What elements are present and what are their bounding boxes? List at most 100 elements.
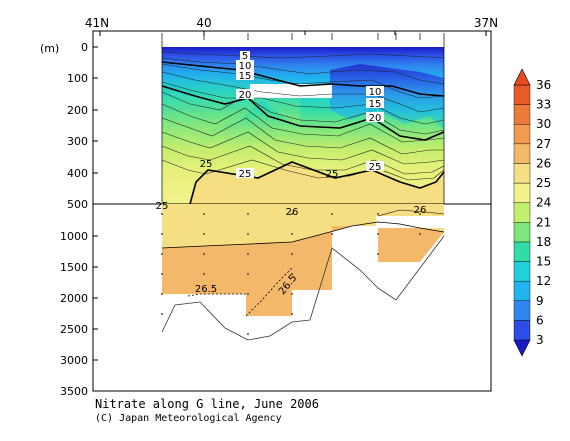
colorbar-level-label: 27	[536, 137, 551, 151]
svg-text:25: 25	[239, 169, 252, 180]
contour-label: 25	[326, 169, 339, 180]
colorbar-level-label: 36	[536, 78, 551, 92]
depth-upper-ticks: 0 100 200 300 400 500	[67, 41, 88, 211]
colorbar-max-triangle	[513, 68, 531, 86]
upper-field-north-bulge	[162, 60, 300, 150]
sample-dots	[161, 213, 421, 335]
station-markers	[161, 33, 445, 204]
no-data-mask-upper	[250, 84, 332, 98]
colorbar-segment	[513, 143, 531, 164]
depth-tick: 400	[67, 167, 88, 180]
upper-contours	[161, 51, 445, 181]
chart-credit: (C) Japan Meteorological Agency	[95, 413, 282, 424]
contour-label: 25	[366, 161, 384, 173]
svg-text:26: 26	[286, 207, 299, 218]
bottom-topography	[161, 235, 445, 341]
colorbar-level-label: 26	[536, 156, 551, 170]
colorbar-level-label: 6	[536, 313, 544, 327]
svg-text:25: 25	[326, 169, 339, 180]
depth-tick: 1000	[60, 230, 88, 243]
no-data-mask-lower	[376, 216, 444, 228]
contour-label: 26	[286, 207, 299, 218]
contour-label: 26.5	[195, 284, 217, 295]
latitude-label: 37N	[474, 16, 498, 30]
depth-tick: 3000	[60, 354, 88, 367]
colorbar-segment	[513, 261, 531, 282]
colorbar-segment	[513, 104, 531, 125]
contour-label: 26	[414, 205, 427, 216]
contour-label: 25	[236, 168, 254, 180]
contour-label: 25	[156, 201, 169, 212]
colorbar-segment	[513, 163, 531, 184]
svg-text:25: 25	[369, 162, 382, 173]
depth-tick: 100	[67, 72, 88, 85]
svg-text:5: 5	[242, 51, 248, 62]
svg-text:20: 20	[239, 90, 252, 101]
depth-tick: 2500	[60, 323, 88, 336]
colorbar-segment	[513, 320, 531, 341]
contour-label: 20	[236, 89, 254, 101]
colorbar-segment	[513, 182, 531, 203]
colorbar-level-label: 12	[536, 274, 551, 288]
upper-field-25-zone	[162, 162, 444, 204]
colorbar-segment	[513, 241, 531, 262]
colorbar-segments	[513, 68, 531, 357]
contour-label: 15	[366, 98, 384, 110]
upper-thick-contours	[161, 61, 445, 205]
chart-title: Nitrate along G line, June 2006	[95, 397, 319, 411]
svg-text:25: 25	[156, 201, 169, 212]
colorbar-segment	[513, 300, 531, 321]
colorbar-segment	[513, 124, 531, 145]
colorbar-segment	[513, 202, 531, 223]
contour-labels: 5 10 15 20 10 15	[156, 51, 427, 297]
svg-text:15: 15	[369, 99, 382, 110]
colorbar-segment	[513, 222, 531, 243]
lower-contours	[161, 209, 445, 317]
depth-tick-marks	[93, 46, 98, 361]
colorbar-min-triangle	[513, 339, 531, 357]
contour-label: 15	[236, 70, 254, 82]
depth-tick: 300	[67, 135, 88, 148]
svg-text:10: 10	[369, 87, 382, 98]
contour-label: 20	[366, 112, 384, 124]
lower-field-orange	[162, 224, 444, 316]
latitude-ticks	[99, 31, 487, 36]
colorbar-segment	[513, 84, 531, 105]
svg-text:20: 20	[369, 113, 382, 124]
depth-tick: 500	[67, 198, 88, 211]
latitude-axis: 41N 40 37N	[85, 16, 498, 36]
depth-lower-ticks: 1000 1500 2000 2500 3000 3500	[60, 230, 88, 398]
depth-tick: 1500	[60, 261, 88, 274]
depth-tick: 2000	[60, 292, 88, 305]
latitude-label: 41N	[85, 16, 109, 30]
colorbar-level-label: 18	[536, 235, 551, 249]
depth-tick: 0	[81, 41, 88, 54]
colorbar-level-label: 9	[536, 294, 544, 308]
colorbar-level-label: 25	[536, 176, 551, 190]
svg-text:25: 25	[200, 159, 213, 170]
colorbar-level-label: 3	[536, 333, 544, 347]
contour-label: 25	[200, 159, 213, 170]
lower-field-light	[162, 204, 444, 248]
colorbar-level-label: 33	[536, 98, 551, 112]
depth-tick: 200	[67, 104, 88, 117]
depth-unit-label: (m)	[40, 42, 59, 55]
colorbar-segment	[513, 280, 531, 301]
contour-label: 5	[240, 51, 250, 62]
contour-label: 10	[366, 86, 384, 98]
svg-text:15: 15	[239, 71, 252, 82]
latitude-label: 40	[196, 16, 211, 30]
plot-area: 5 10 15 20 10 15	[92, 30, 492, 392]
svg-text:26: 26	[414, 205, 427, 216]
depth-axis: (m) 0 100 200 300 400 500 1000 1500 2000…	[40, 41, 98, 398]
colorbar-level-label: 15	[536, 255, 551, 269]
svg-text:26.5: 26.5	[195, 284, 217, 295]
contour-label: 10	[236, 60, 254, 72]
colorbar-level-label: 21	[536, 215, 551, 229]
colorbar-level-label: 24	[536, 196, 551, 210]
svg-text:10: 10	[239, 61, 252, 72]
depth-tick: 3500	[60, 385, 88, 398]
